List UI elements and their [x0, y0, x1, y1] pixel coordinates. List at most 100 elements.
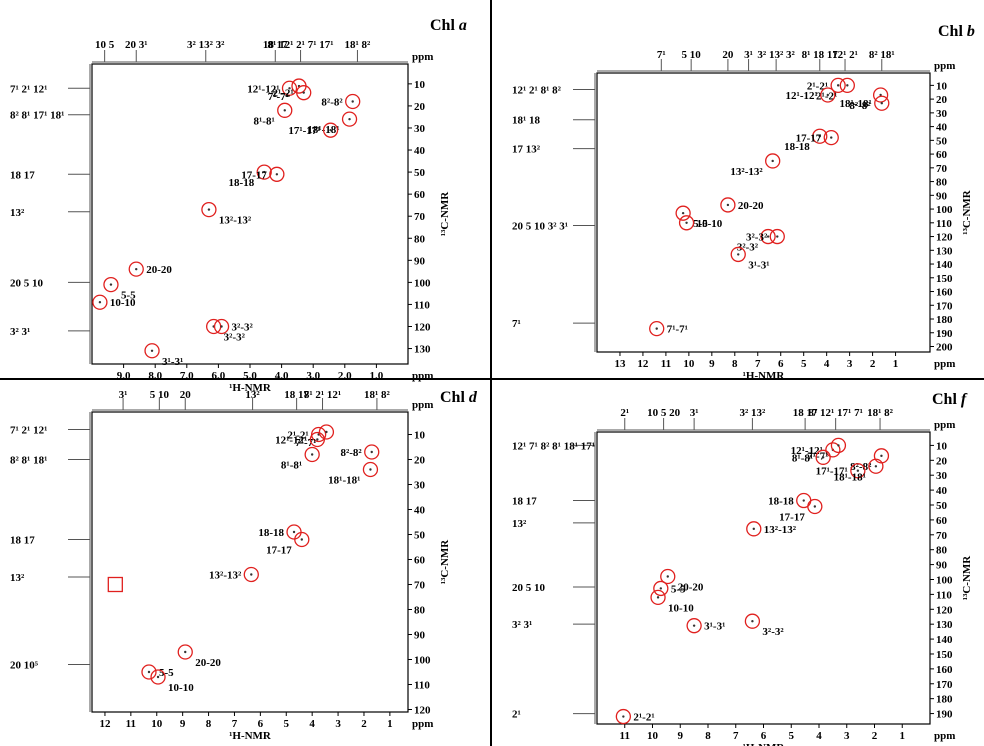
- left-peak-label: 8² 8¹ 18¹: [10, 455, 47, 467]
- panel-divider-vertical: [490, 0, 492, 746]
- correlation-marker: [653, 580, 669, 597]
- y-tick-label: 120: [936, 232, 953, 244]
- x-axis-label: ¹H-NMR: [743, 370, 786, 382]
- top-peak-label: 20: [180, 389, 192, 401]
- x-tick-label: 13: [614, 358, 626, 370]
- y-tick-label: 80: [414, 605, 426, 617]
- x-tick-label: 9.0: [117, 370, 131, 382]
- y-tick-label: 40: [936, 485, 948, 497]
- x-tick-label: 5: [284, 718, 290, 730]
- top-peak-label: 8¹ 2¹ 12¹: [304, 389, 341, 401]
- y-tick-label: 110: [414, 299, 430, 311]
- y-unit-label: ppm: [412, 399, 433, 411]
- correlation-label: 3¹-3¹: [748, 259, 769, 271]
- correlation-label: 3²-3²: [224, 332, 246, 344]
- y-axis-label: ¹³C-NMR: [439, 191, 451, 237]
- cross-peak: [156, 675, 160, 679]
- correlation-marker: [615, 708, 632, 725]
- correlation-marker: [746, 521, 762, 537]
- correlation-marker: [296, 85, 312, 101]
- y-tick-label: 170: [936, 300, 953, 312]
- cross-peak: [288, 87, 291, 90]
- y-tick-label: 140: [936, 634, 953, 646]
- correlation-label: 18-18: [229, 177, 255, 189]
- cross-peak: [771, 159, 774, 163]
- x-tick-label: 2: [872, 730, 878, 742]
- y-tick-label: 80: [936, 545, 948, 557]
- correlation-marker: [269, 166, 285, 182]
- x-tick-label: 11: [126, 718, 136, 730]
- y-tick-label: 130: [936, 619, 953, 631]
- correlation-label: 13²-13²: [209, 570, 242, 582]
- cross-peak: [681, 211, 685, 215]
- x-tick-label: 7.0: [180, 370, 194, 382]
- top-peak-label: 10 5: [95, 39, 115, 51]
- correlation-marker: [294, 531, 310, 548]
- correlation-label: 13²-13²: [764, 524, 797, 536]
- correlation-marker: [839, 77, 855, 94]
- x-unit-label: ppm: [934, 730, 955, 742]
- y-tick-label: 60: [414, 189, 426, 201]
- top-peak-label: 3¹: [690, 407, 699, 419]
- correlation-marker: [868, 458, 884, 474]
- cross-peak: [329, 128, 332, 132]
- correlation-marker: [256, 164, 272, 180]
- correlation-marker: [341, 111, 358, 127]
- correlation-label: 3²-3²: [762, 626, 784, 638]
- cross-peak: [802, 499, 805, 502]
- correlation-marker: [812, 128, 828, 144]
- correlation-marker: [362, 461, 379, 478]
- cross-peak: [656, 596, 660, 599]
- left-peak-label: 7¹ 2¹ 12¹: [10, 83, 47, 95]
- correlation-marker: [128, 261, 144, 277]
- y-unit-label: ppm: [412, 51, 433, 63]
- cross-peak: [135, 267, 138, 271]
- top-peak-label: 5 10: [150, 389, 170, 401]
- cross-peak: [826, 93, 830, 97]
- y-tick-label: 110: [414, 680, 430, 692]
- panel-divider-horizontal: [0, 378, 984, 380]
- top-peak-label: 18 17: [263, 39, 288, 51]
- x-tick-label: 1.0: [370, 370, 384, 382]
- y-tick-label: 180: [936, 694, 953, 706]
- correlation-label: 12¹-12¹: [275, 435, 307, 447]
- cross-peak: [752, 527, 755, 531]
- x-tick-label: 12: [99, 718, 111, 730]
- cross-peak: [207, 208, 211, 211]
- y-axis-label: ¹³C-NMR: [439, 539, 451, 585]
- correlation-marker: [872, 87, 889, 103]
- x-tick-label: 3: [335, 718, 341, 730]
- correlation-label: 17-17: [796, 133, 822, 145]
- left-peak-label: 20 5 10: [10, 277, 44, 289]
- correlation-label: 7¹-7¹: [268, 91, 289, 103]
- y-tick-label: 10: [414, 430, 426, 442]
- correlation-marker: [769, 228, 785, 245]
- cross-peak: [726, 203, 730, 207]
- y-tick-label: 20: [414, 101, 426, 113]
- correlation-label: 18-18: [258, 527, 284, 539]
- x-tick-label: 5: [789, 730, 795, 742]
- y-tick-label: 90: [936, 560, 948, 572]
- cross-peak: [846, 84, 849, 87]
- y-tick-label: 110: [936, 589, 952, 601]
- correlation-marker: [309, 431, 325, 448]
- correlation-marker: [830, 77, 846, 94]
- cross-peak: [692, 624, 696, 627]
- y-tick-label: 120: [414, 705, 431, 717]
- y-tick-label: 30: [414, 480, 426, 492]
- y-tick-label: 120: [936, 604, 953, 616]
- correlation-label: 10-10: [668, 602, 694, 614]
- correlation-marker: [150, 669, 166, 685]
- correlation-marker: [92, 294, 108, 310]
- y-tick-label: 110: [936, 218, 952, 230]
- cross-peak: [659, 587, 663, 590]
- left-peak-label: 13²: [10, 207, 25, 219]
- correlation-label: 8¹-8¹: [281, 460, 302, 472]
- x-tick-label: 1: [893, 358, 899, 370]
- cross-peak: [351, 100, 354, 103]
- correlation-marker: [686, 618, 702, 634]
- correlation-marker: [720, 197, 736, 213]
- y-tick-label: 30: [936, 470, 948, 482]
